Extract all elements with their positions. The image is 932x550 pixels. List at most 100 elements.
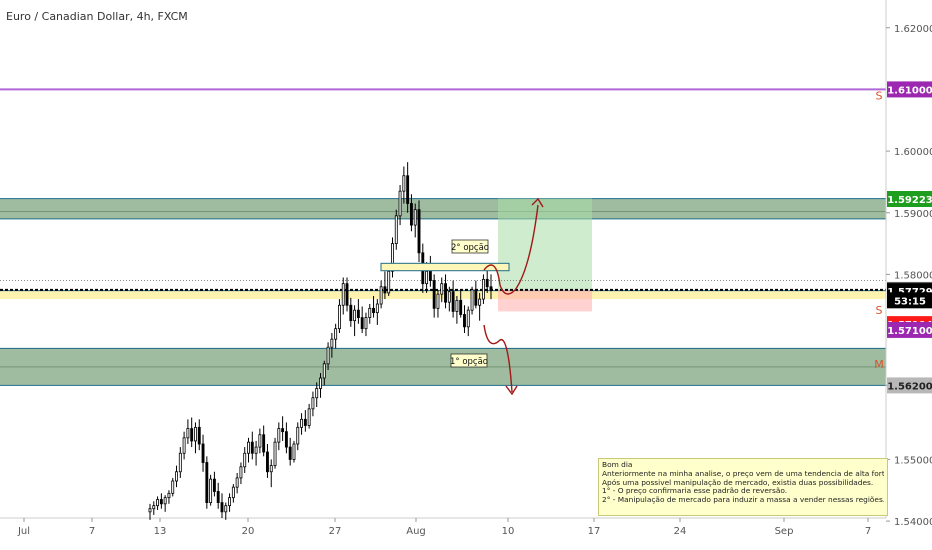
x-tick-label: 20 [242, 526, 255, 537]
candle-body[interactable] [254, 446, 258, 454]
candle-body[interactable] [432, 280, 436, 309]
price-badge-bg[interactable] [887, 190, 932, 207]
candle-body[interactable] [466, 309, 470, 328]
candle-body[interactable] [216, 491, 220, 503]
candle-body[interactable] [224, 505, 228, 513]
candle-body[interactable] [269, 465, 273, 473]
candle-body[interactable] [402, 175, 406, 192]
candle-body[interactable] [478, 298, 482, 306]
candle-body[interactable] [194, 426, 197, 442]
candle-body[interactable] [406, 175, 410, 204]
candle-body[interactable] [277, 428, 281, 443]
candle-body[interactable] [436, 293, 440, 309]
candle-body[interactable] [428, 270, 432, 281]
candle-body[interactable] [334, 328, 338, 340]
candle-body[interactable] [364, 317, 368, 330]
candle-body[interactable] [356, 309, 360, 318]
candle-body[interactable] [300, 418, 303, 428]
candle-body[interactable] [296, 426, 300, 445]
price-badge-bg[interactable] [887, 377, 932, 394]
candle-body[interactable] [330, 338, 334, 348]
candle-body[interactable] [307, 408, 311, 426]
candle-body[interactable] [163, 497, 167, 505]
price-badge-bg[interactable] [887, 292, 932, 309]
candle-body[interactable] [262, 434, 266, 453]
candle-body[interactable] [167, 492, 171, 499]
candle-body[interactable] [481, 278, 485, 300]
candle-body[interactable] [326, 346, 330, 365]
candle-body[interactable] [322, 363, 326, 379]
candle-body[interactable] [273, 441, 277, 466]
candle-body[interactable] [413, 209, 417, 226]
candle-body[interactable] [349, 304, 353, 322]
candle-body[interactable] [239, 466, 243, 479]
candle-body[interactable] [201, 443, 205, 463]
x-tick-label: Aug [406, 526, 426, 537]
candle-body[interactable] [258, 434, 262, 448]
candle-body[interactable] [391, 243, 394, 272]
candle-body[interactable] [212, 478, 216, 492]
candle-body[interactable] [368, 307, 372, 318]
price-badge-bg[interactable] [887, 81, 932, 98]
candle-body[interactable] [379, 286, 383, 305]
candle-body[interactable] [178, 452, 182, 473]
candle-body[interactable] [228, 497, 232, 507]
candle-body[interactable] [315, 388, 319, 399]
candle-body[interactable] [205, 462, 209, 503]
candle-body[interactable] [440, 283, 444, 295]
candle-body[interactable] [489, 286, 493, 291]
candle-body[interactable] [444, 283, 447, 303]
candle-body[interactable] [284, 431, 288, 448]
marker-s-0: S [876, 90, 883, 103]
candle-body[interactable] [470, 289, 474, 311]
candle-body[interactable] [235, 477, 239, 488]
candle-body[interactable] [485, 278, 489, 288]
candle-body[interactable] [175, 471, 178, 482]
candle-body[interactable] [159, 499, 163, 505]
candle-body[interactable] [288, 446, 292, 460]
candle-body[interactable] [311, 397, 315, 410]
candle-body[interactable] [345, 283, 349, 306]
candle-body[interactable] [292, 443, 296, 460]
candle-body[interactable] [474, 289, 478, 306]
candle-body[interactable] [281, 428, 285, 433]
candle-body[interactable] [247, 441, 250, 454]
candle-body[interactable] [156, 499, 160, 507]
candle-body[interactable] [171, 480, 175, 494]
analysis-note[interactable]: Bom dia Anteriormente na minha analise, … [598, 458, 888, 516]
candle-body[interactable] [394, 215, 398, 244]
candle-body[interactable] [319, 377, 322, 389]
candle-body[interactable] [451, 291, 455, 312]
candle-body[interactable] [338, 304, 341, 330]
candle-body[interactable] [375, 303, 379, 314]
candle-body[interactable] [190, 428, 194, 442]
candle-body[interactable] [398, 190, 402, 217]
candle-body[interactable] [152, 505, 156, 510]
candle-body[interactable] [360, 317, 364, 330]
price-badge-bg[interactable] [887, 321, 932, 338]
candle-body[interactable] [303, 418, 307, 426]
candle-body[interactable] [459, 299, 463, 315]
candle-body[interactable] [186, 428, 190, 439]
candle-body[interactable] [209, 478, 213, 503]
candle-body[interactable] [383, 286, 387, 294]
candle-body[interactable] [250, 441, 254, 454]
candle-body[interactable] [372, 307, 375, 314]
candle-body[interactable] [266, 451, 269, 473]
candle-body[interactable] [148, 508, 152, 513]
candle-body[interactable] [220, 502, 224, 513]
candle-body[interactable] [417, 209, 421, 254]
candle-body[interactable] [243, 452, 247, 468]
candle-body[interactable] [409, 203, 413, 226]
candle-body[interactable] [341, 283, 345, 306]
candle-body[interactable] [447, 291, 451, 303]
candle-body[interactable] [463, 314, 466, 328]
candle-body[interactable] [425, 270, 429, 285]
candle-body[interactable] [182, 437, 186, 454]
candle-body[interactable] [387, 270, 391, 294]
candle-body[interactable] [197, 426, 201, 445]
candle-body[interactable] [455, 299, 459, 312]
candle-body[interactable] [231, 486, 235, 499]
candle-body[interactable] [353, 309, 357, 322]
